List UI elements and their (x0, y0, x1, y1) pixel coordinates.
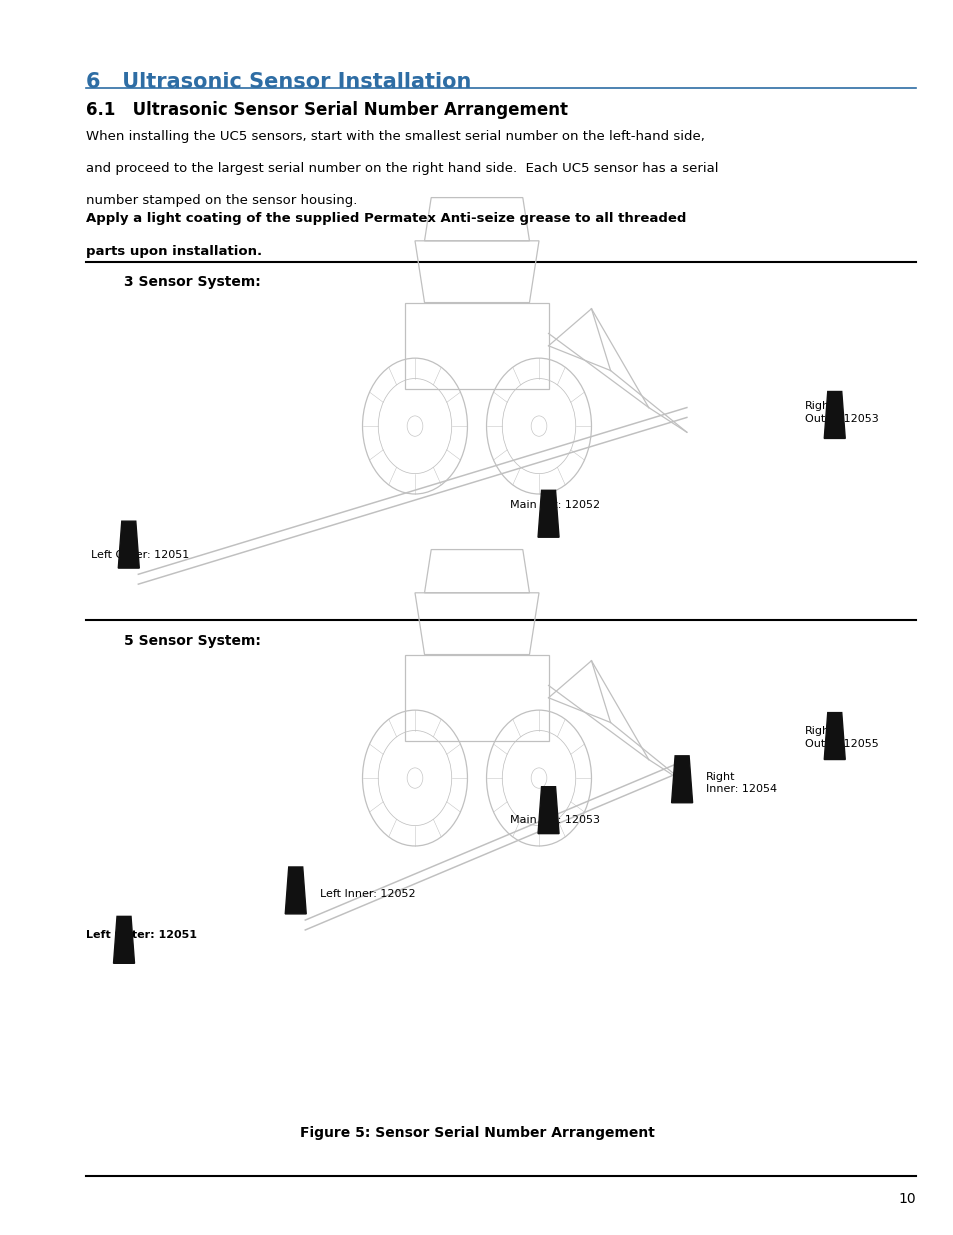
Text: and proceed to the largest serial number on the right hand side.  Each UC5 senso: and proceed to the largest serial number… (86, 162, 718, 175)
Text: Apply a light coating of the supplied Permatex Anti-seize grease to all threaded: Apply a light coating of the supplied Pe… (86, 212, 685, 226)
Text: Left Inner: 12052: Left Inner: 12052 (319, 889, 415, 899)
Polygon shape (823, 713, 844, 760)
Polygon shape (537, 787, 558, 834)
Text: Left Outer: 12051: Left Outer: 12051 (91, 550, 189, 559)
Text: 10: 10 (898, 1192, 915, 1205)
Polygon shape (537, 490, 558, 537)
Text: Left Outer: 12051: Left Outer: 12051 (86, 930, 196, 940)
Polygon shape (671, 756, 692, 803)
Text: Figure 5: Sensor Serial Number Arrangement: Figure 5: Sensor Serial Number Arrangeme… (299, 1126, 654, 1140)
Text: When installing the UC5 sensors, start with the smallest serial number on the le: When installing the UC5 sensors, start w… (86, 130, 704, 143)
Text: Right
Inner: 12054: Right Inner: 12054 (705, 772, 777, 794)
Text: Right
Outer: 12055: Right Outer: 12055 (804, 726, 878, 748)
Text: 5 Sensor System:: 5 Sensor System: (124, 634, 260, 647)
Text: 6.1   Ultrasonic Sensor Serial Number Arrangement: 6.1 Ultrasonic Sensor Serial Number Arra… (86, 101, 567, 120)
Polygon shape (285, 867, 306, 914)
Text: Main Lift: 12053: Main Lift: 12053 (510, 815, 599, 825)
Text: 3 Sensor System:: 3 Sensor System: (124, 275, 260, 289)
Polygon shape (113, 916, 134, 963)
Text: number stamped on the sensor housing.: number stamped on the sensor housing. (86, 194, 356, 207)
Text: parts upon installation.: parts upon installation. (86, 245, 262, 258)
Polygon shape (823, 391, 844, 438)
Text: Right
Outer: 12053: Right Outer: 12053 (804, 401, 878, 424)
Polygon shape (118, 521, 139, 568)
Text: Main Lift: 12052: Main Lift: 12052 (510, 500, 599, 510)
Text: 6   Ultrasonic Sensor Installation: 6 Ultrasonic Sensor Installation (86, 72, 471, 91)
